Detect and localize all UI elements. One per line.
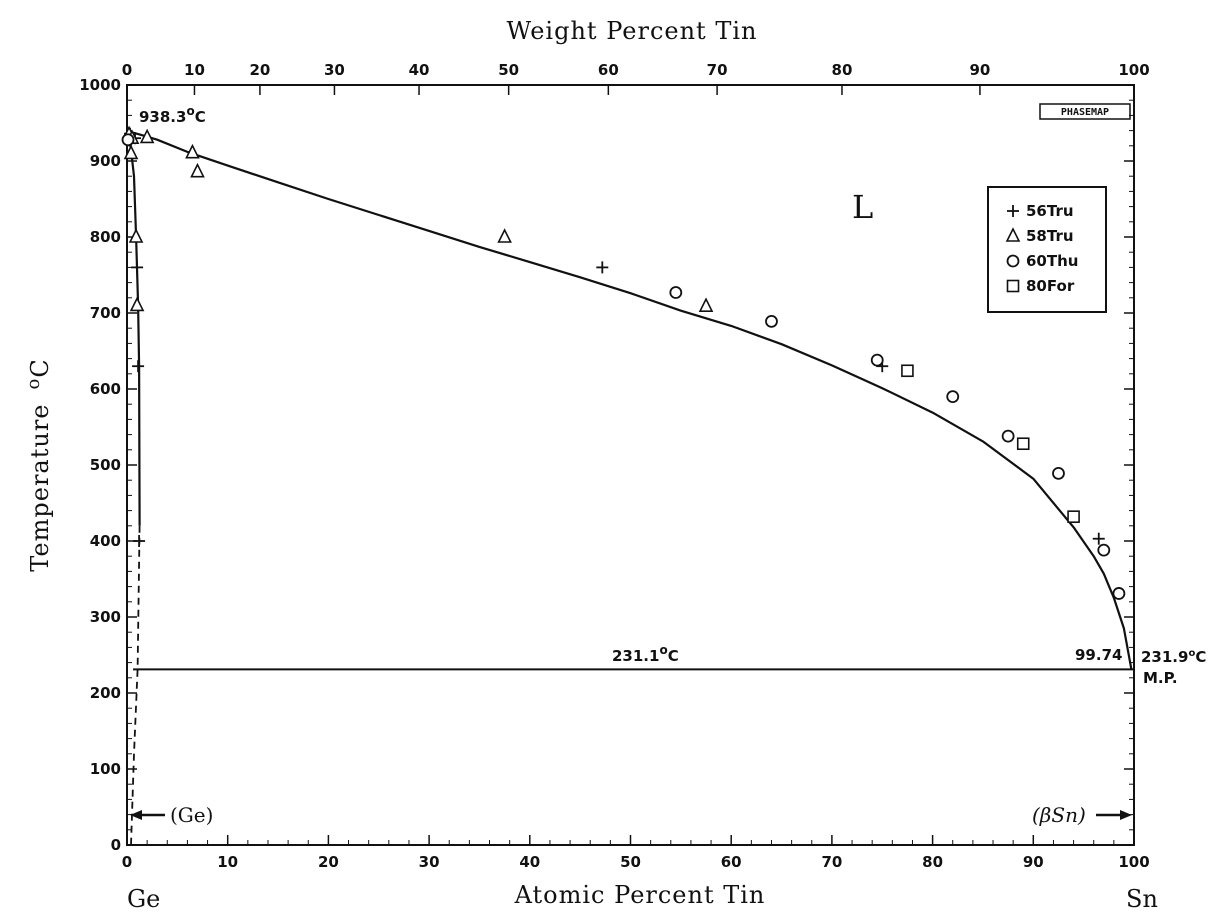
axis-ticks [126, 84, 1135, 846]
80for-point [1067, 510, 1080, 523]
top-tick-label: 100 [1118, 61, 1149, 79]
ge-region-arrow [130, 810, 165, 820]
x-tick-label: 10 [217, 853, 238, 871]
element-left-label: Ge [127, 885, 160, 913]
60thu-point [1097, 543, 1111, 557]
y-tick-label: 0 [111, 836, 121, 854]
58tru-point [123, 144, 139, 160]
ge-melting-point-label: 938.3oC [139, 104, 206, 126]
element-right-label: Sn [1126, 885, 1158, 913]
sn-melting-point-label: 231.9oC [1141, 648, 1206, 666]
x-tick-label: 80 [922, 853, 943, 871]
80for-point [901, 364, 914, 378]
top-tick-label: 80 [832, 61, 853, 79]
58tru-point [139, 128, 155, 144]
sn-region-label: (βSn) [1032, 803, 1086, 827]
y-tick-label: 100 [90, 760, 121, 778]
liquidus-curve [126, 130, 1133, 670]
x-tick-label: 0 [122, 853, 132, 871]
top-tick-label: 0 [122, 61, 132, 79]
left-tick-labels: 0 100 200 300 400 500 600 700 800 900 1000 [79, 76, 121, 854]
x-tick-label: 40 [519, 853, 540, 871]
x-tick-label: 50 [620, 853, 641, 871]
60thu-point [870, 353, 884, 367]
x-axis-title: Atomic Percent Tin [514, 881, 766, 909]
plot-frame [126, 84, 1135, 846]
x-tick-label: 60 [721, 853, 742, 871]
56tru-point [1092, 532, 1105, 545]
60thu-point [121, 133, 135, 147]
56tru-point [596, 261, 609, 274]
top-tick-label: 90 [969, 61, 990, 79]
top-tick-label: 50 [498, 61, 519, 79]
y-tick-label: 500 [90, 456, 121, 474]
y-axis-title: TemperatureoC [23, 358, 54, 571]
60thu-point [946, 390, 960, 404]
phase-boundaries [126, 130, 1134, 846]
svg-text:TemperatureoC: TemperatureoC [23, 358, 54, 571]
phasemap-tag-box [1039, 103, 1131, 120]
58tru-point [128, 228, 144, 243]
60thu-point [1001, 429, 1015, 443]
eutectic-composition-label: 99.74 [1075, 646, 1122, 664]
legend-marker-58tru [1005, 227, 1021, 242]
phasemap-tag: PHASEMAP [1061, 107, 1109, 118]
data-markers [121, 125, 1126, 600]
y-tick-label: 900 [90, 152, 121, 170]
x-tick-label: 20 [318, 853, 339, 871]
legend-marker-56tru [1007, 205, 1019, 217]
58tru-point [129, 296, 145, 312]
56tru-point [132, 360, 145, 373]
58tru-point [190, 162, 205, 178]
top-tick-label: 30 [324, 61, 345, 79]
58tru-point [497, 228, 512, 243]
legend: 56Tru 58Tru 60Thu 80For [987, 186, 1107, 313]
legend-marker-60thu [1006, 254, 1020, 268]
y-tick-label: 700 [90, 304, 121, 322]
top-axis-title: Weight Percent Tin [507, 17, 758, 45]
y-tick-label: 300 [90, 608, 121, 626]
eutectic-temp-label: 231.1oC [612, 643, 679, 665]
60thu-point [669, 286, 683, 299]
56tru-point [131, 261, 144, 274]
ge-region-label: (Ge) [170, 803, 213, 827]
legend-label-58tru: 58Tru [1026, 227, 1074, 245]
60thu-point [1112, 587, 1126, 600]
56tru-point [133, 535, 146, 547]
top-tick-label: 60 [598, 61, 619, 79]
y-tick-label: 1000 [79, 76, 121, 94]
60thu-point [765, 314, 778, 328]
top-tick-label: 10 [184, 61, 205, 79]
58tru-point [185, 143, 200, 159]
y-tick-label: 600 [90, 380, 121, 398]
x-tick-label: 100 [1118, 853, 1149, 871]
liquid-region-label: L [852, 188, 873, 226]
y-tick-label: 800 [90, 228, 121, 246]
top-tick-label: 40 [409, 61, 430, 79]
top-tick-labels: 0 10 20 30 40 50 60 70 80 90 100 [122, 61, 1150, 79]
ge-solvus-dashed [130, 525, 141, 846]
60thu-point [1052, 466, 1065, 480]
y-tick-label: 400 [90, 532, 121, 550]
legend-label-56tru: 56Tru [1026, 202, 1074, 220]
x-tick-label: 30 [419, 853, 440, 871]
legend-marker-80for [1006, 279, 1020, 293]
top-tick-label: 20 [249, 61, 270, 79]
80for-point [1016, 437, 1030, 451]
x-tick-label: 90 [1023, 853, 1044, 871]
sn-mp-note: M.P. [1143, 669, 1178, 687]
y-tick-label: 200 [90, 684, 121, 702]
58tru-point [698, 297, 714, 312]
bottom-tick-labels: 0 10 20 30 40 50 60 70 80 90 100 [122, 853, 1150, 871]
sn-region-arrow [1096, 810, 1132, 820]
x-tick-label: 70 [821, 853, 842, 871]
top-tick-label: 70 [707, 61, 728, 79]
legend-label-60thu: 60Thu [1026, 252, 1078, 270]
legend-label-80for: 80For [1026, 277, 1075, 295]
